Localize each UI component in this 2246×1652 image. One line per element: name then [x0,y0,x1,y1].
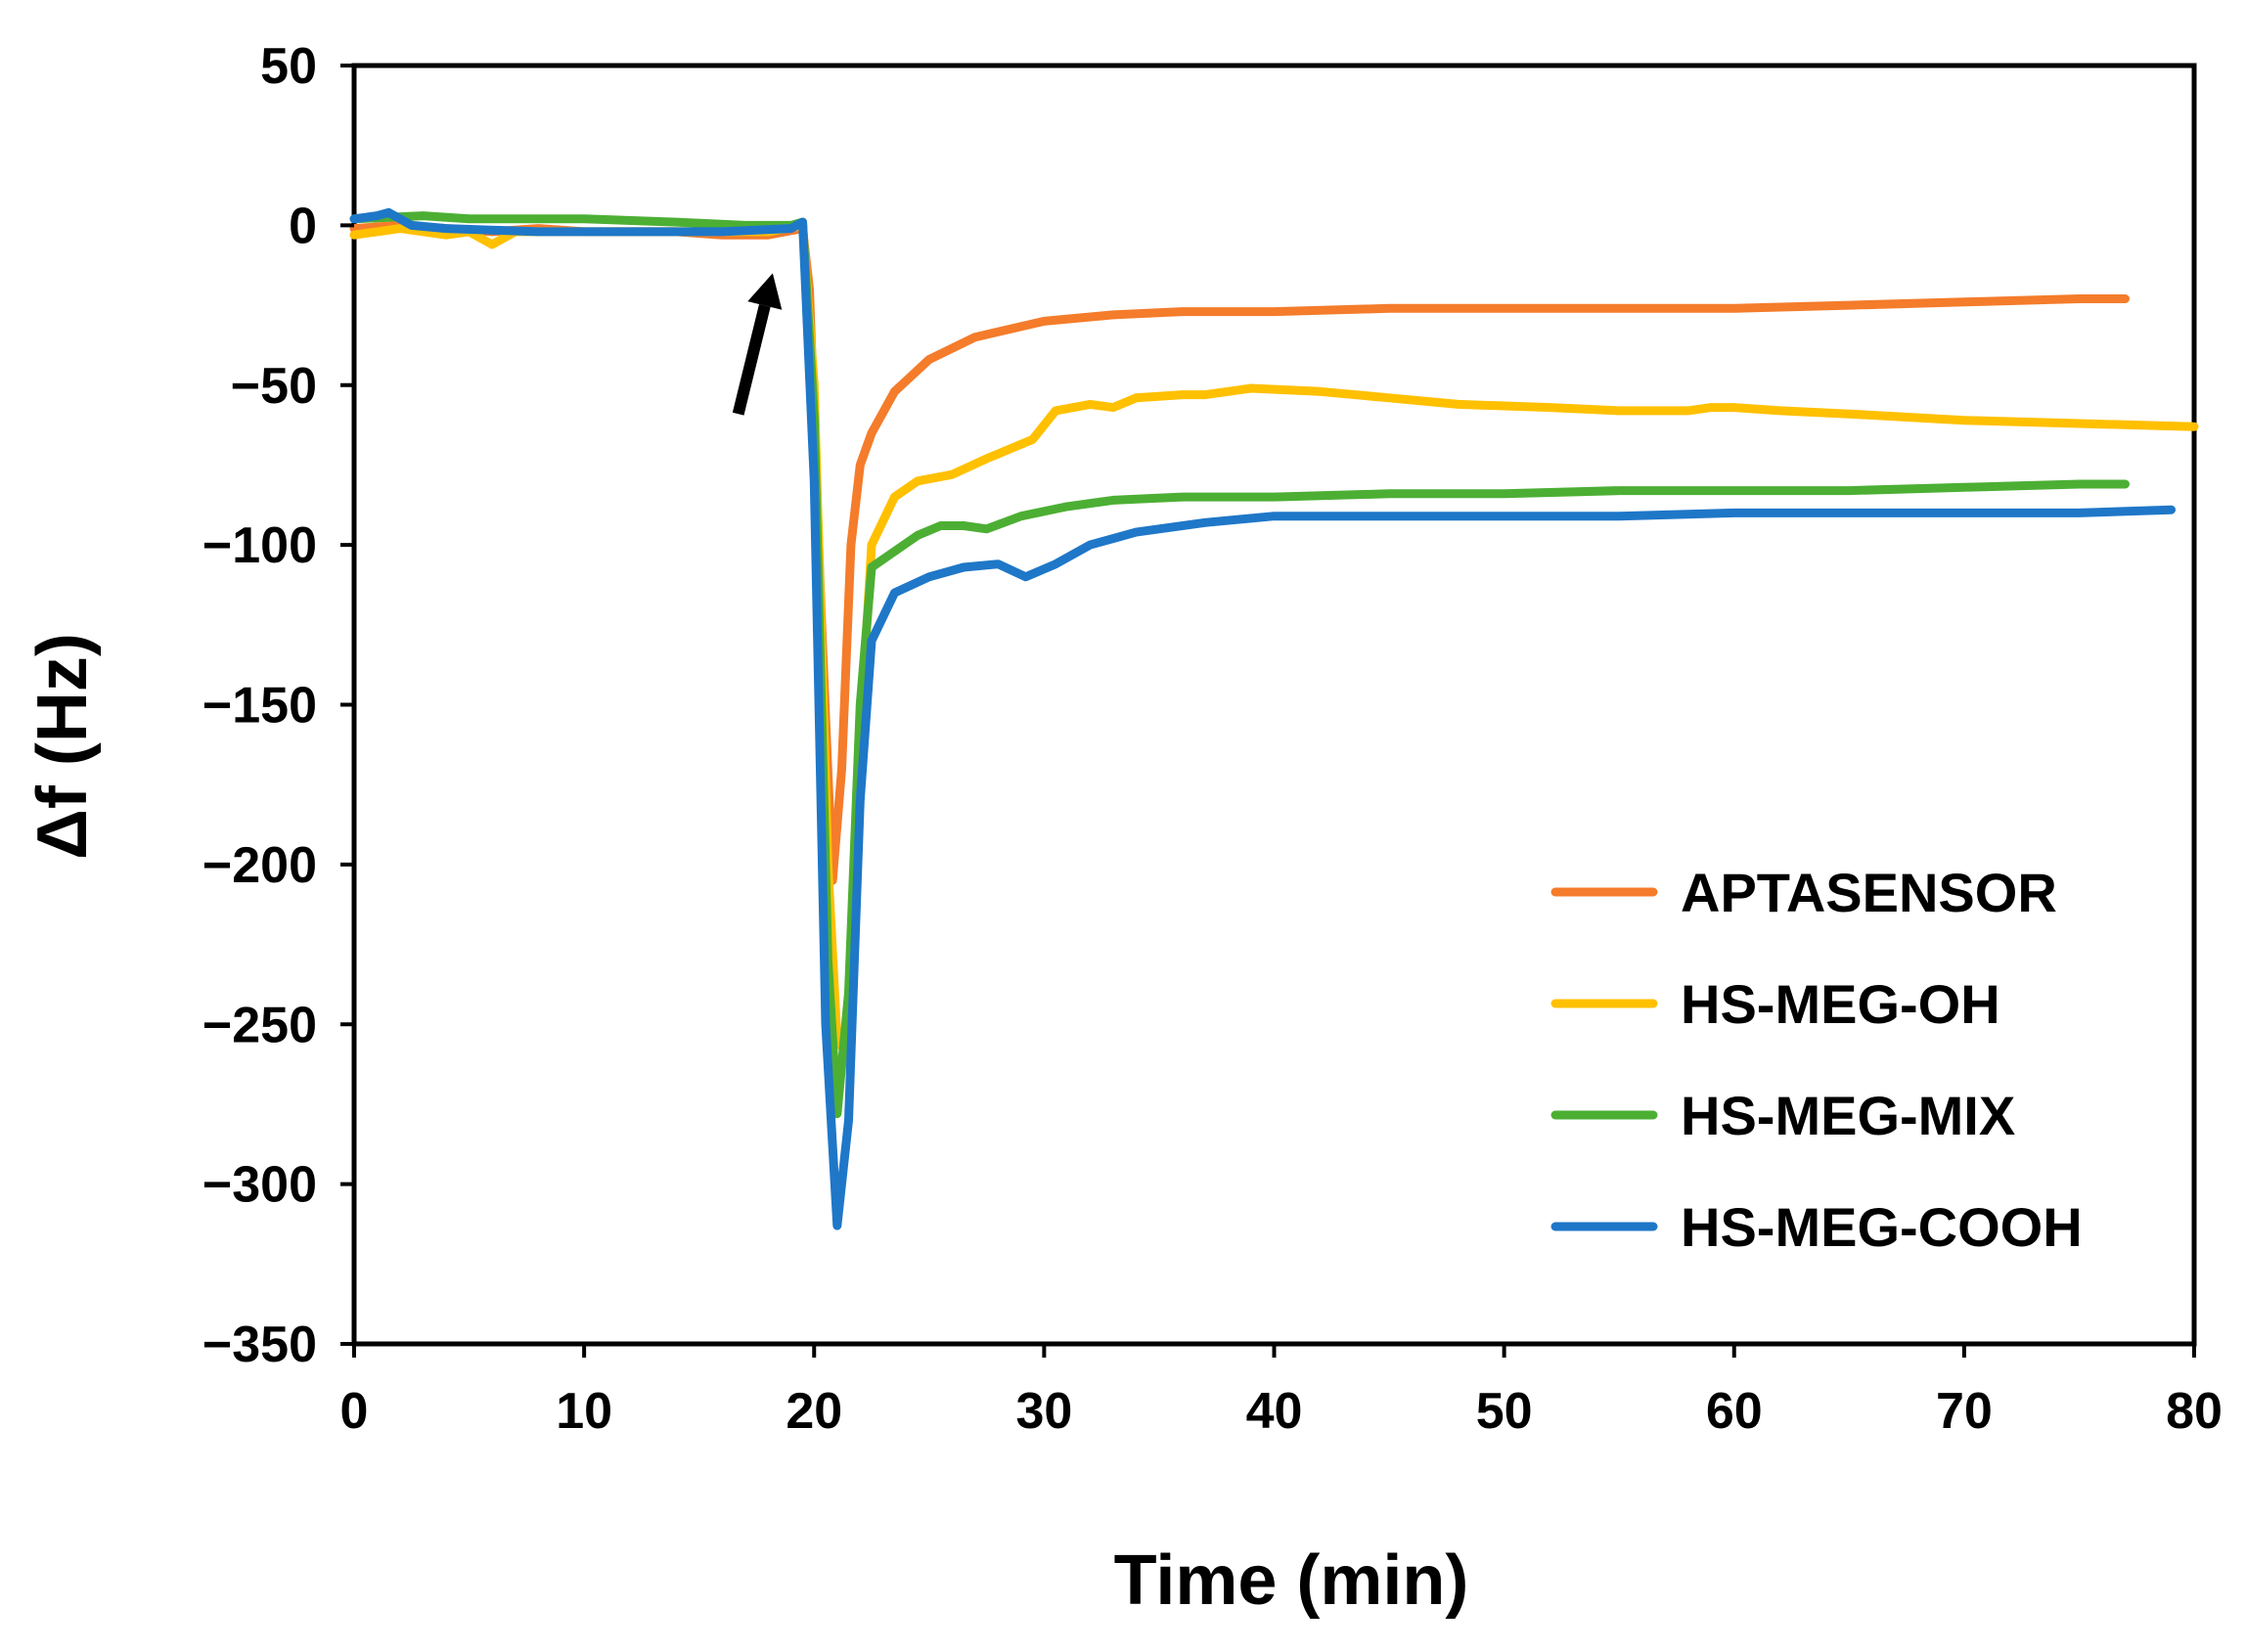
series-line-hs-meg-mix [349,211,2130,1119]
x-tick-label: 0 [340,1383,369,1440]
legend-label: APTASENSOR [1681,862,2057,923]
y-axis-title: Δf (Hz) [23,633,102,860]
x-tick-label: 30 [1015,1383,1072,1440]
x-axis-title: Time (min) [1114,1541,1469,1620]
injection-arrow-shaft [732,303,771,416]
plot-frame [351,63,2197,1347]
x-tick-label: 40 [1246,1383,1303,1440]
legend-label: HS-MEG-OH [1681,973,2000,1035]
y-tick-label: −100 [202,517,317,574]
y-tick-label: −250 [202,997,317,1053]
x-tick-label: 80 [2166,1383,2223,1440]
x-tick-label: 70 [1936,1383,1993,1440]
annotation-layer [732,273,783,416]
injection-arrow-head [747,273,783,310]
series-line-aptasensor [349,220,2130,885]
y-tick-label: −50 [231,358,317,415]
ticks: 0 10 20 30 40 50 60 70 80 50 0 −50 −100 −150 −200 −250 −… [202,38,2223,1440]
y-tick-label: 50 [260,38,317,95]
y-tick-label: −300 [202,1157,317,1214]
y-tick-label: −350 [202,1317,317,1373]
y-tick-label: 0 [289,198,317,254]
y-tick-label: −150 [202,678,317,735]
x-tick-label: 10 [556,1383,612,1440]
x-tick-label: 50 [1476,1383,1533,1440]
legend-label: HS-MEG-COOH [1681,1196,2083,1258]
series-layer [349,207,2199,1230]
axes [351,63,2197,1347]
series-line-hs-meg-oh [349,220,2199,1061]
x-tick-label: 20 [786,1383,842,1440]
series-line-hs-meg-cooh [349,207,2176,1230]
x-tick-label: 60 [1706,1383,1763,1440]
legend-label: HS-MEG-MIX [1681,1085,2015,1146]
y-tick-label: −200 [202,837,317,894]
legend: APTASENSOR HS-MEG-OH HS-MEG-MIX HS-MEG-COOH [1550,862,2083,1258]
